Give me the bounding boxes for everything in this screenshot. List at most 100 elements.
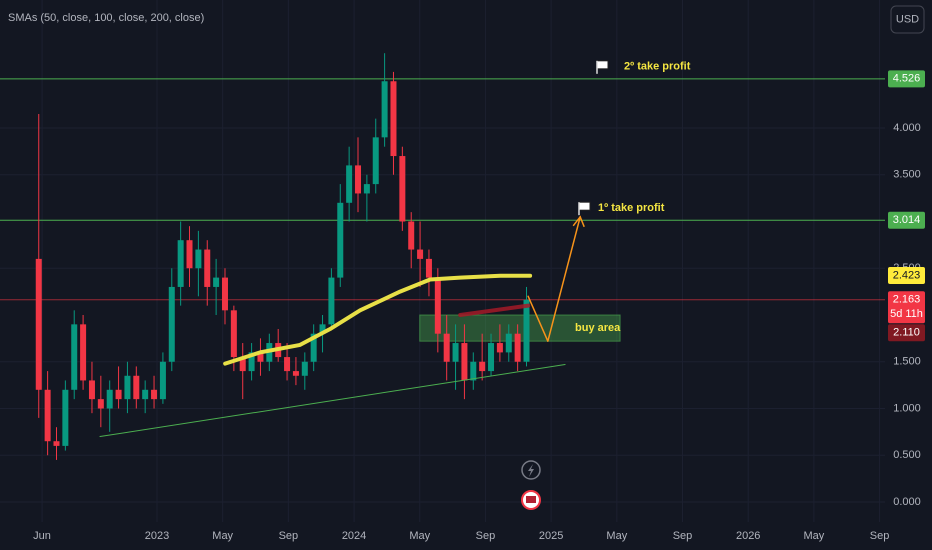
candle-body [363, 184, 370, 194]
candle-body [310, 333, 317, 362]
candle-body [124, 375, 131, 400]
candle-body [230, 310, 237, 358]
candle-body [71, 324, 78, 390]
x-tick-label: 2025 [539, 530, 563, 542]
candle-body [292, 371, 299, 376]
candle-body [443, 333, 450, 362]
y-tick-label: 0.500 [893, 449, 921, 461]
candle-body [204, 249, 211, 287]
arrow-head [572, 215, 585, 228]
candle-body [213, 277, 220, 287]
x-tick-label: 2023 [145, 530, 169, 542]
candle-body [479, 361, 486, 372]
x-tick-label: Sep [870, 530, 890, 542]
resistance-line [458, 303, 531, 317]
x-tick-label: May [212, 530, 233, 542]
x-tick-label: 2024 [342, 530, 366, 542]
candle-body [523, 299, 530, 362]
candle-body [115, 389, 122, 400]
candle-body [496, 343, 503, 353]
level-label: 2º take profit [624, 61, 691, 73]
candle-body [399, 156, 406, 222]
candle-body [470, 361, 477, 381]
candle-body [328, 277, 335, 325]
flag [578, 201, 591, 211]
candle-body [53, 441, 60, 446]
y-tick-label: 1.500 [893, 356, 921, 368]
candle-body [417, 249, 424, 259]
flag-icon [578, 201, 591, 216]
price-label: 4.526 [893, 73, 921, 85]
candle-body [88, 380, 95, 400]
candle-body [62, 389, 69, 446]
candle-body [177, 240, 184, 287]
candle-body [461, 343, 468, 381]
projection-arrow [527, 216, 581, 342]
indicator-title: SMAs (50, close, 100, close, 200, close) [8, 12, 204, 24]
candle-body [106, 389, 113, 409]
level-label: 1º take profit [598, 202, 665, 214]
candle-body [186, 240, 193, 269]
price-label-box [888, 291, 925, 324]
candle-body [221, 277, 228, 311]
candle-body [408, 221, 415, 250]
candle-body [452, 343, 459, 362]
candle-body [390, 81, 397, 157]
candle-body [337, 202, 344, 278]
y-tick-label: 0.000 [893, 496, 921, 508]
candle-body [372, 137, 379, 185]
candle-body [80, 324, 87, 381]
y-tick-label: 1.000 [893, 402, 921, 414]
event-icons[interactable] [521, 460, 541, 510]
candle-body [488, 343, 495, 372]
currency-button[interactable] [890, 5, 925, 34]
candle-body [319, 324, 326, 334]
x-tick-label: Sep [476, 530, 496, 542]
x-tick-label: May [804, 530, 825, 542]
candle-body [44, 389, 51, 442]
x-tick-label: Jun [33, 530, 51, 542]
candle-body [301, 361, 308, 376]
price-label: 2.163 [893, 294, 921, 306]
candle-body [142, 389, 149, 400]
candle-body [97, 399, 104, 409]
candle-body [35, 258, 42, 390]
flag-icon [526, 496, 536, 503]
buy-zone-label: buy area [575, 322, 621, 334]
countdown: 5d 11h [890, 308, 923, 320]
lightning [528, 464, 534, 477]
candle-body [248, 352, 255, 372]
price-label-box [888, 70, 925, 88]
y-tick-label: 4.000 [893, 122, 921, 134]
candle-body [151, 389, 158, 400]
price-label-box [888, 324, 925, 342]
candle-body [133, 375, 140, 400]
price-label-box [888, 266, 925, 284]
candle-body [168, 286, 175, 362]
currency[interactable]: USD [896, 13, 919, 25]
price-label: 2.423 [893, 269, 921, 281]
candle-body [355, 165, 362, 194]
y-tick-label: 3.500 [893, 169, 921, 181]
candle-body [257, 352, 264, 362]
x-tick-label: May [606, 530, 627, 542]
flag [596, 60, 609, 70]
x-tick-label: 2026 [736, 530, 760, 542]
candle-body [381, 81, 388, 138]
price-label: 3.014 [893, 214, 921, 226]
candle-body [239, 357, 246, 372]
x-tick-label: Sep [673, 530, 693, 542]
price-label: 2.110 [893, 327, 920, 339]
flag-icon [596, 60, 609, 74]
trendline [99, 364, 566, 438]
candle-body [346, 165, 353, 203]
x-tick-label: Sep [279, 530, 299, 542]
price-label-box [888, 211, 925, 229]
candle-body [505, 333, 512, 353]
candle-body [434, 277, 441, 334]
candle-body [195, 249, 202, 269]
sma-line [223, 273, 533, 366]
